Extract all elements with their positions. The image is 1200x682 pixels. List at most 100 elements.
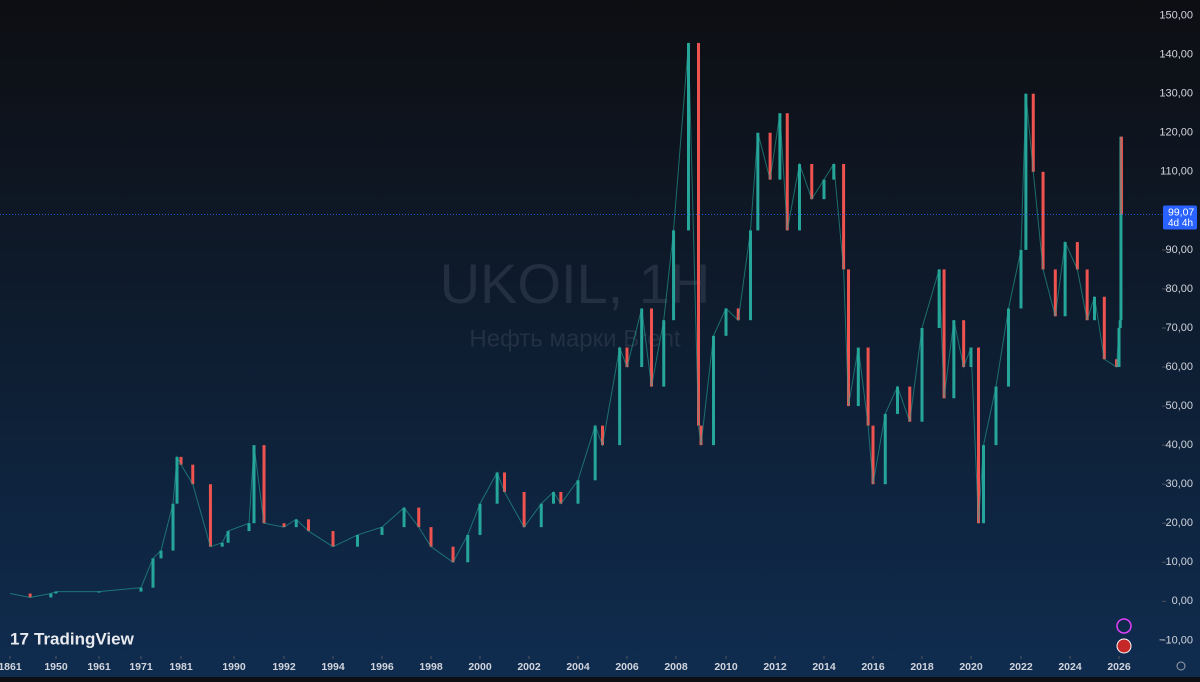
- candle: [920, 328, 924, 422]
- candle: [466, 534, 470, 563]
- candle: [495, 472, 499, 504]
- candle: [962, 320, 966, 368]
- candle: [640, 308, 644, 368]
- candle: [842, 164, 846, 270]
- candle: [331, 531, 335, 547]
- candle: [662, 320, 666, 387]
- candle: [618, 347, 622, 446]
- candle: [294, 519, 298, 528]
- candle: [1118, 320, 1122, 328]
- candle: [1085, 269, 1089, 321]
- candle: [908, 386, 912, 422]
- candle: [1019, 249, 1023, 309]
- y-tick-label: 20,00: [1165, 517, 1193, 529]
- candle: [478, 503, 482, 535]
- y-tick-label: 110,00: [1160, 166, 1193, 178]
- flag-icon[interactable]: [1116, 638, 1132, 654]
- candle: [417, 507, 421, 528]
- candle: [712, 335, 715, 446]
- candle: [672, 230, 676, 321]
- candle: [252, 445, 256, 524]
- candle: [503, 472, 506, 492]
- y-tick-label: 10,00: [1165, 556, 1193, 568]
- y-tick-label: 30,00: [1165, 478, 1193, 490]
- candle: [625, 347, 629, 368]
- candle: [699, 425, 703, 446]
- candle: [1007, 308, 1010, 387]
- y-tick-label: 80,00: [1165, 283, 1193, 295]
- candle: [977, 347, 980, 524]
- candle: [832, 164, 836, 180]
- candle: [736, 308, 740, 321]
- last-price-label: 99,07: [1168, 206, 1194, 218]
- x-tick-label: 2016: [861, 661, 885, 673]
- candle: [871, 425, 875, 485]
- candle: [191, 464, 195, 485]
- candle: [994, 386, 998, 446]
- candle: [356, 534, 359, 547]
- candle: [539, 503, 543, 528]
- candle: [402, 507, 406, 528]
- candle: [139, 587, 143, 592]
- candle: [866, 347, 870, 426]
- brand: TradingView: [34, 629, 135, 648]
- plot: [9, 42, 1123, 598]
- candle: [697, 42, 700, 426]
- x-tick-label: 1990: [222, 661, 246, 673]
- candle: [451, 546, 455, 563]
- x-tick-label: 2026: [1107, 661, 1131, 673]
- x-tick-label: 2018: [910, 661, 934, 673]
- candle: [856, 347, 860, 407]
- candle: [282, 523, 286, 528]
- x-tick-label: 2008: [664, 661, 688, 673]
- event-icon[interactable]: [1116, 618, 1132, 634]
- candle: [883, 413, 887, 485]
- watermark-description: Нефть марки Brent: [469, 325, 681, 352]
- x-tick-label: 1998: [419, 661, 443, 673]
- candle: [1102, 296, 1106, 360]
- last-price-box: [1163, 205, 1197, 230]
- x-tick-label: 2002: [517, 661, 541, 673]
- candle: [429, 527, 433, 547]
- candle: [171, 503, 175, 551]
- x-tick-label: 2004: [566, 661, 590, 673]
- candle: [307, 519, 310, 532]
- candle: [226, 531, 230, 543]
- candle: [49, 593, 53, 598]
- candle: [952, 320, 956, 399]
- candle: [380, 527, 384, 535]
- x-tick-label: 2014: [812, 661, 836, 673]
- x-tick-label: 2000: [468, 661, 492, 673]
- candle: [1041, 171, 1045, 270]
- candle: [247, 523, 251, 532]
- candle: [1093, 296, 1096, 321]
- candle: [1024, 93, 1028, 250]
- candle: [179, 456, 183, 465]
- candle: [159, 550, 163, 559]
- x-tick-label: 2006: [615, 661, 639, 673]
- x-tick-label: 2022: [1009, 661, 1033, 673]
- candle: [724, 308, 728, 336]
- candle: [1031, 93, 1035, 172]
- x-tick-label: 2012: [763, 661, 787, 673]
- x-tick-label: 1961: [87, 661, 111, 673]
- candle: [937, 269, 941, 328]
- candle: [756, 132, 760, 231]
- x-tick-label: 1981: [169, 661, 193, 673]
- brand-logo: 17: [10, 629, 29, 648]
- candle: [522, 492, 526, 528]
- y-tick-label: 140,00: [1159, 49, 1193, 61]
- candle: [1053, 269, 1057, 317]
- candle: [847, 269, 850, 407]
- y-tick-label: 90,00: [1165, 244, 1193, 256]
- y-tick-label: 150,00: [1159, 10, 1193, 22]
- x-tick-label: 1994: [321, 661, 345, 673]
- x-tick-label: 1992: [272, 661, 296, 673]
- settings-icon[interactable]: [1176, 661, 1186, 671]
- countdown: 4d 4h: [1168, 218, 1193, 229]
- candle: [593, 425, 597, 481]
- time-axis: [0, 656, 1200, 677]
- x-tick-label: 2010: [714, 661, 738, 673]
- candle: [778, 113, 782, 180]
- candle: [785, 113, 789, 231]
